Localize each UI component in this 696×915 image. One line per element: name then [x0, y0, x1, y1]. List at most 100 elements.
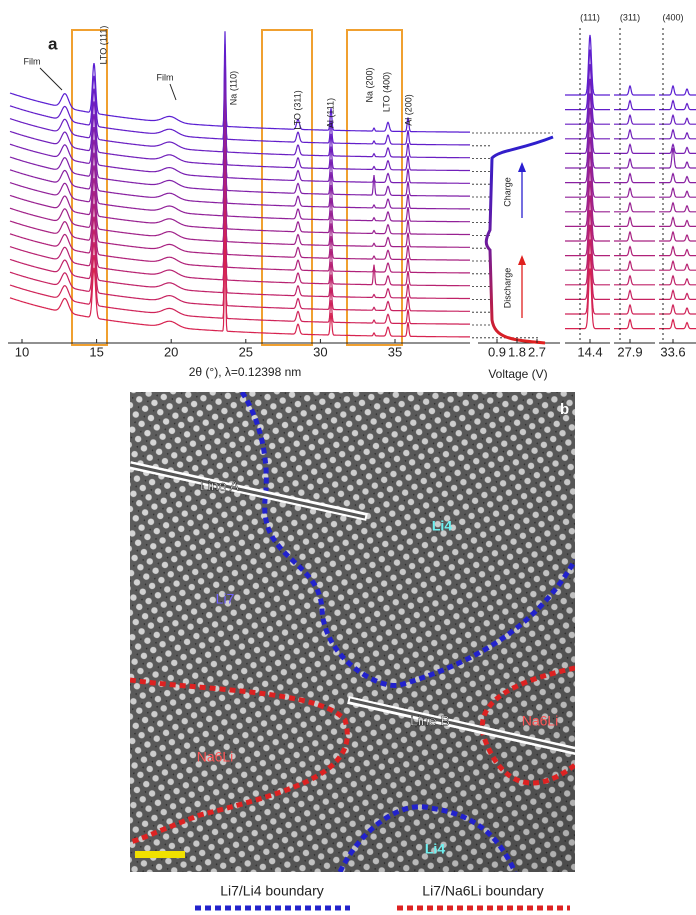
pointer — [169, 83, 177, 101]
peak-annotation: LTO (311) — [292, 90, 302, 130]
pattern-curve — [9, 184, 470, 287]
peak-annotation: LTO (400) — [381, 72, 391, 112]
pattern-curve — [9, 108, 470, 210]
line-label: Line B — [410, 713, 450, 729]
zoom-curve — [614, 113, 655, 125]
voltage-curve — [484, 135, 554, 345]
pattern-curve — [9, 44, 470, 146]
zoom-curve — [659, 303, 696, 315]
scale-bar — [135, 851, 185, 858]
phase-label: Li7 — [216, 591, 235, 607]
na6li-boundary — [479, 665, 575, 786]
zoom-curve — [614, 128, 655, 140]
x-tick-label: 20 — [164, 344, 178, 359]
voltage-tick-label: 1.8 — [508, 344, 526, 359]
zoom-curve — [565, 34, 610, 96]
na6li-boundary — [130, 677, 350, 845]
zoom-curve — [565, 180, 610, 242]
pattern-curve — [9, 210, 470, 312]
zoom-curve — [565, 49, 610, 111]
pattern-curve — [9, 82, 470, 184]
pattern-curve — [9, 236, 470, 338]
line-profile — [349, 698, 575, 753]
pattern-curve — [9, 172, 470, 274]
zoom-curve — [565, 166, 610, 227]
zoom-curve — [614, 216, 655, 227]
zoom-curve — [659, 259, 696, 271]
zoom-curve — [565, 107, 610, 169]
peak-annotation: Al (200) — [403, 94, 413, 126]
x-tick-label: 10 — [15, 344, 29, 359]
micrograph — [130, 392, 575, 872]
panel-a: Charge Discharge a Film LTO (111) Film N… — [8, 26, 696, 381]
zoom-curve — [565, 137, 610, 198]
pattern-curve — [9, 133, 470, 236]
legend-label: Li7/Na6Li boundary — [422, 883, 543, 899]
voltage-tick-label: 0.9 — [488, 344, 506, 359]
zoom-curve — [659, 186, 696, 198]
voltage-axis-title: Voltage (V) — [488, 367, 547, 381]
shading — [130, 392, 575, 872]
pointer — [39, 67, 63, 91]
zoom-curve — [565, 210, 610, 271]
zoom-curve — [614, 303, 655, 315]
zoom-tick-label: 27.9 — [617, 344, 642, 359]
reflection-label: (311) — [620, 12, 640, 22]
pattern-curve — [9, 223, 470, 325]
pattern-curve — [9, 159, 470, 261]
zoom-curve — [614, 245, 655, 257]
zoom-curve — [659, 147, 696, 169]
zoom-curve — [659, 230, 696, 242]
line-label: Line A — [200, 478, 240, 494]
zoom-tick-label: 33.6 — [660, 344, 685, 359]
x-tick-label: 35 — [388, 344, 402, 359]
peak-annotation: Na (110) — [228, 71, 238, 105]
peak-annotation: Al (111) — [325, 98, 335, 128]
phase-label: Na6Li — [522, 713, 559, 729]
zoom-tick-label: 14.4 — [577, 344, 602, 359]
zoom-curve — [659, 245, 696, 257]
phase-label: Li4 — [425, 841, 445, 857]
zoom-curve — [565, 253, 610, 315]
pattern-curve — [9, 146, 470, 248]
zoom-curve — [614, 84, 655, 96]
zoom-curve — [614, 274, 655, 286]
zoom-curve — [565, 64, 610, 125]
process-label: Charge — [502, 177, 512, 207]
arrowhead — [518, 255, 526, 265]
zoom-curve — [659, 318, 696, 330]
peak-annotation: Na (200) — [364, 67, 374, 102]
zoom-curve — [614, 143, 655, 154]
reflection-label: (111) — [580, 12, 600, 22]
voltage-tick-label: 2.7 — [528, 344, 546, 359]
zoom-curve — [614, 186, 655, 198]
zoom-curve — [659, 128, 696, 140]
peak-annotation: LTO (111) — [98, 26, 108, 65]
pattern-curve — [9, 31, 470, 133]
zoom-curve — [614, 289, 655, 300]
zoom-curve — [614, 230, 655, 242]
zoom-curve — [659, 201, 696, 213]
line-profile — [130, 463, 366, 519]
pattern-curve — [9, 56, 470, 159]
zoom-curve — [614, 172, 655, 184]
li4-boundary — [239, 392, 575, 689]
phase-label: Na6Li — [197, 749, 234, 765]
zoom-curve — [565, 122, 610, 184]
phase-label: Li4 — [432, 518, 452, 534]
highlight-box — [346, 29, 403, 346]
zoom-curve — [614, 318, 655, 330]
x-tick-label: 15 — [89, 344, 103, 359]
peak-annotation: Film — [157, 72, 174, 82]
zoom-curve — [565, 239, 610, 300]
zoom-curve — [659, 143, 696, 154]
zoom-curve — [659, 274, 696, 286]
zoom-curve — [565, 78, 610, 140]
zoom-curve — [659, 113, 696, 125]
zoom-curve — [565, 224, 610, 286]
zoom-curve — [614, 201, 655, 213]
zoom-curve — [614, 99, 655, 111]
x-axis-title: 2θ (°), λ=0.12398 nm — [189, 365, 302, 379]
x-tick-label: 25 — [239, 344, 253, 359]
